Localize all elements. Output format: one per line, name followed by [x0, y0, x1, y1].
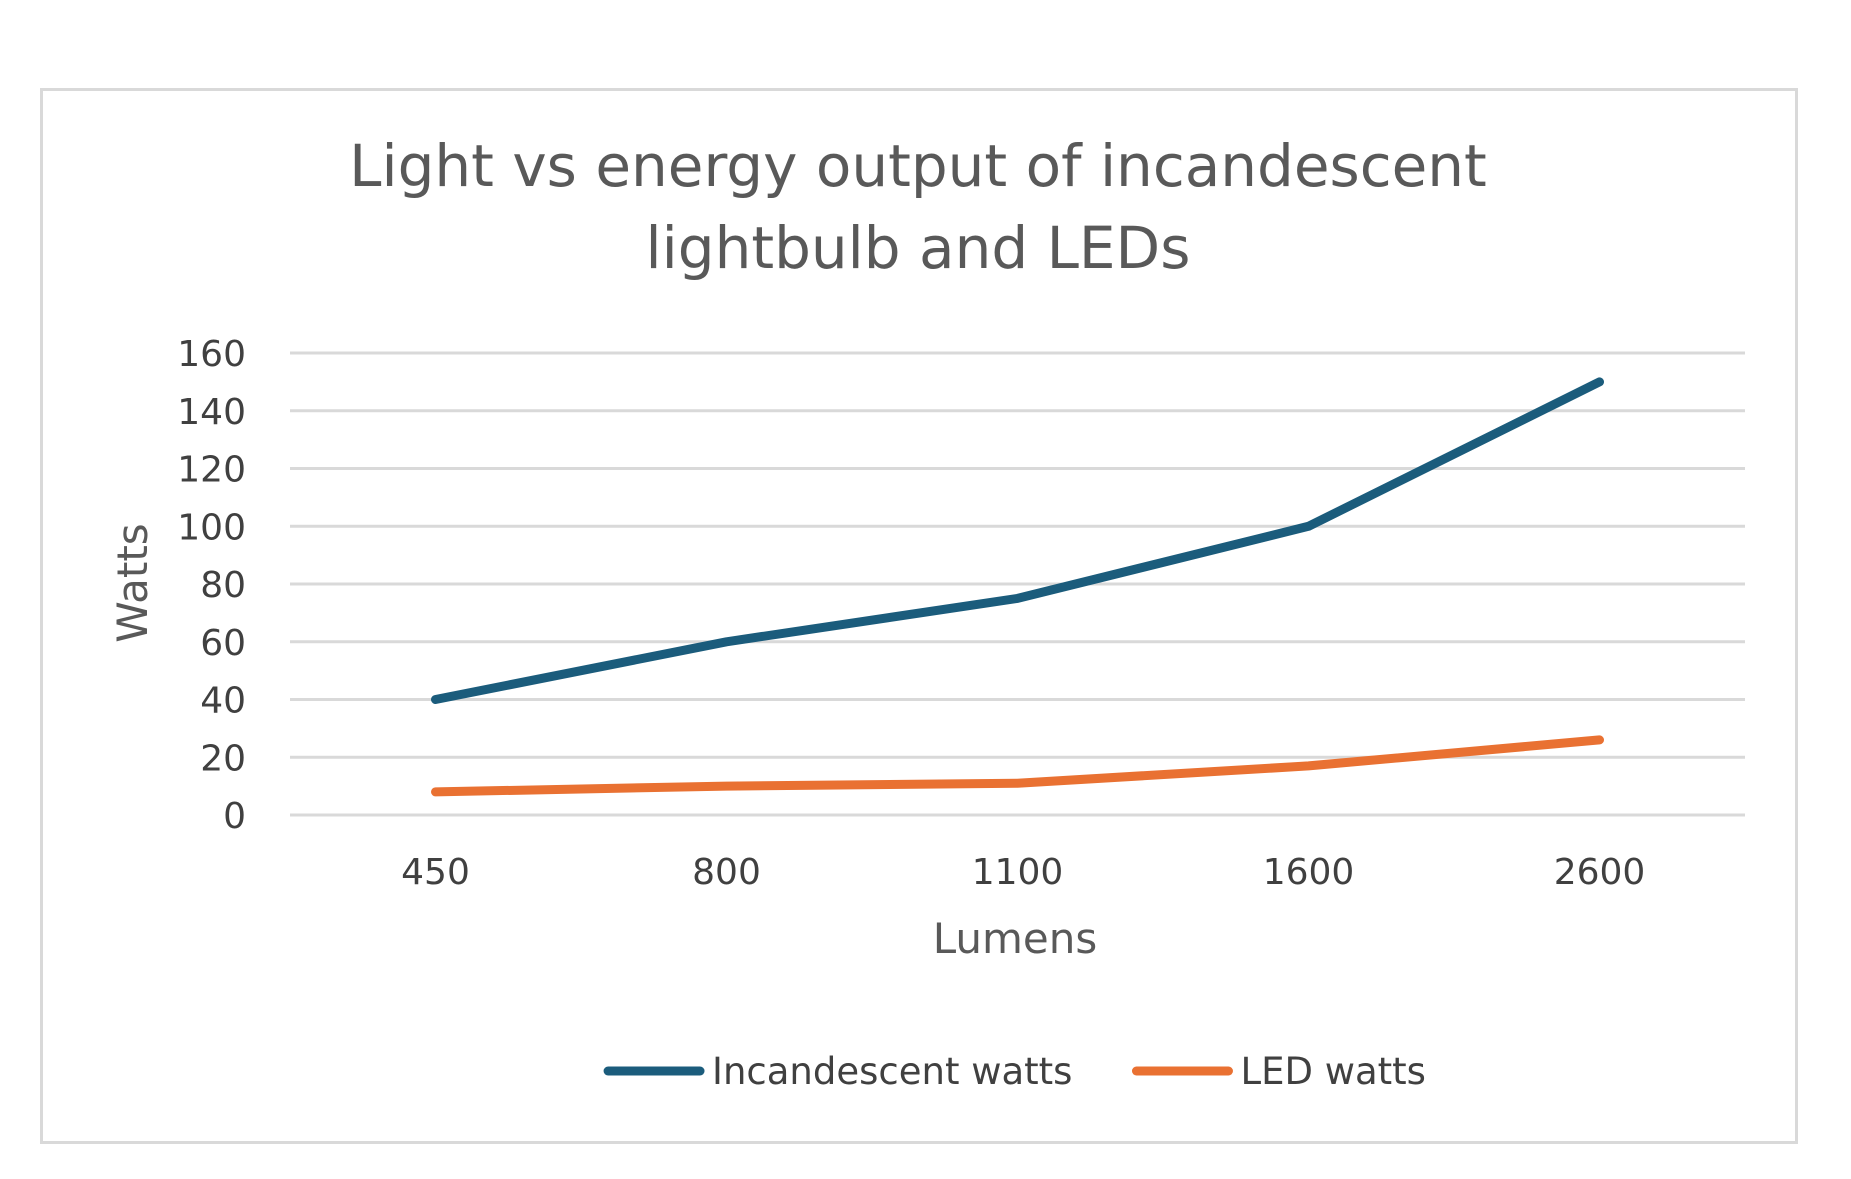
x-tick-label-800: 800 [692, 852, 761, 893]
x-tick-label-1100: 1100 [972, 852, 1064, 893]
y-tick-label-140: 140 [177, 392, 246, 433]
x-tick-label-1600: 1600 [1263, 852, 1355, 893]
chart-title-line-1: Light vs energy output of incandescent [349, 132, 1487, 200]
x-tick-label-2600: 2600 [1554, 852, 1646, 893]
y-tick-label-120: 120 [177, 450, 246, 491]
legend-label-incandescent-watts: Incandescent watts [712, 1050, 1072, 1093]
gridlines [290, 351, 1745, 817]
series-line-led-watts [431, 735, 1604, 797]
y-tick-label-100: 100 [177, 507, 246, 548]
legend: Incandescent watts LED watts [603, 1050, 1426, 1093]
y-tick-label-40: 40 [200, 681, 246, 722]
y-tick-label-160: 160 [177, 334, 246, 375]
y-axis-title: Watts [108, 523, 157, 642]
y-tick-label-0: 0 [223, 796, 246, 837]
y-tick-label-80: 80 [200, 565, 246, 606]
y-axis-tick-labels: 0 20 40 60 80 100 120 140 160 [177, 334, 246, 837]
series-line-incandescent-watts [431, 377, 1604, 704]
x-axis-tick-labels: 450 800 1100 1600 2600 [401, 852, 1645, 893]
series-lines [431, 377, 1604, 797]
legend-label-led-watts: LED watts [1240, 1050, 1425, 1093]
x-axis-title: Lumens [933, 914, 1098, 963]
x-tick-label-450: 450 [401, 852, 470, 893]
chart-title: Light vs energy output of incandescent l… [349, 132, 1487, 282]
chart-title-line-2: lightbulb and LEDs [646, 214, 1191, 282]
y-tick-label-60: 60 [200, 623, 246, 664]
y-tick-label-20: 20 [200, 738, 246, 779]
